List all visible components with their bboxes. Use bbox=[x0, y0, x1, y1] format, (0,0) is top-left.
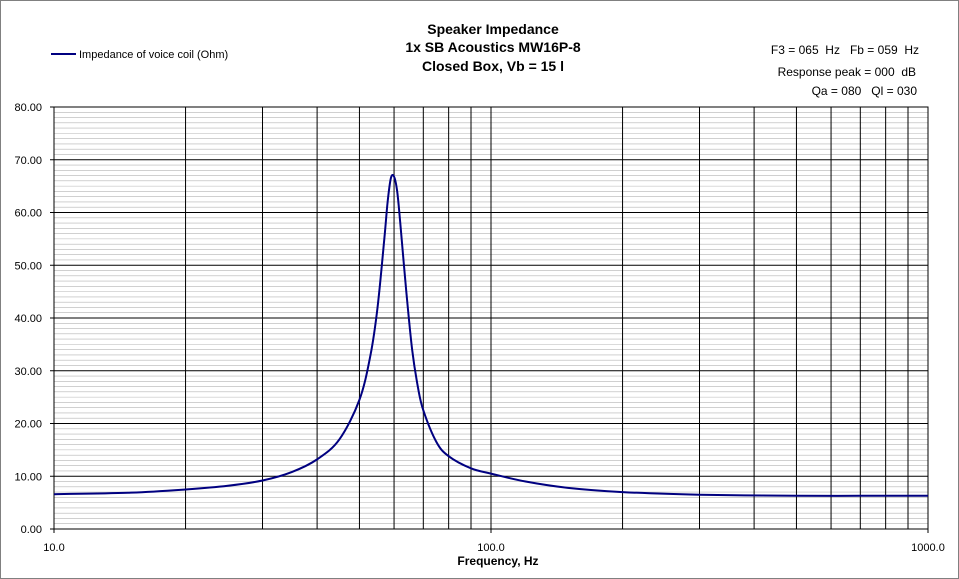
info-f3-fb: F3 = 065 Hz Fb = 059 Hz bbox=[771, 43, 919, 57]
x-axis-label: Frequency, Hz bbox=[457, 554, 538, 568]
chart-title-line-3: Closed Box, Vb = 15 l bbox=[422, 58, 564, 74]
y-tick-label: 60.00 bbox=[14, 208, 42, 220]
y-tick-label: 30.00 bbox=[14, 366, 42, 378]
legend-label: Impedance of voice coil (Ohm) bbox=[79, 49, 228, 61]
y-tick-label: 80.00 bbox=[14, 102, 42, 114]
grid bbox=[54, 107, 928, 529]
y-tick-label: 10.00 bbox=[14, 471, 42, 483]
y-tick-label: 50.00 bbox=[14, 260, 42, 272]
x-tick-label: 100.0 bbox=[477, 542, 505, 554]
x-tick-label: 10.0 bbox=[43, 542, 64, 554]
x-tick-label: 1000.0 bbox=[911, 542, 945, 554]
series-line-0 bbox=[53, 174, 928, 497]
y-tick-label: 40.00 bbox=[14, 313, 42, 325]
y-tick-label: 20.00 bbox=[14, 419, 42, 431]
y-tick-label: 0.00 bbox=[21, 524, 42, 536]
y-tick-label: 70.00 bbox=[14, 155, 42, 167]
info-response-peak: Response peak = 000 dB bbox=[778, 65, 916, 79]
axes: 0.00 10.00 20.00 30.00 40.00 50.00 60.00 70.00 8… bbox=[14, 102, 944, 554]
info-qa-ql: Qa = 080 Ql = 030 bbox=[812, 84, 918, 98]
series-layer bbox=[53, 174, 928, 497]
chart-title-line-2: 1x SB Acoustics MW16P-8 bbox=[405, 39, 581, 55]
chart-title-line-1: Speaker Impedance bbox=[427, 21, 559, 37]
